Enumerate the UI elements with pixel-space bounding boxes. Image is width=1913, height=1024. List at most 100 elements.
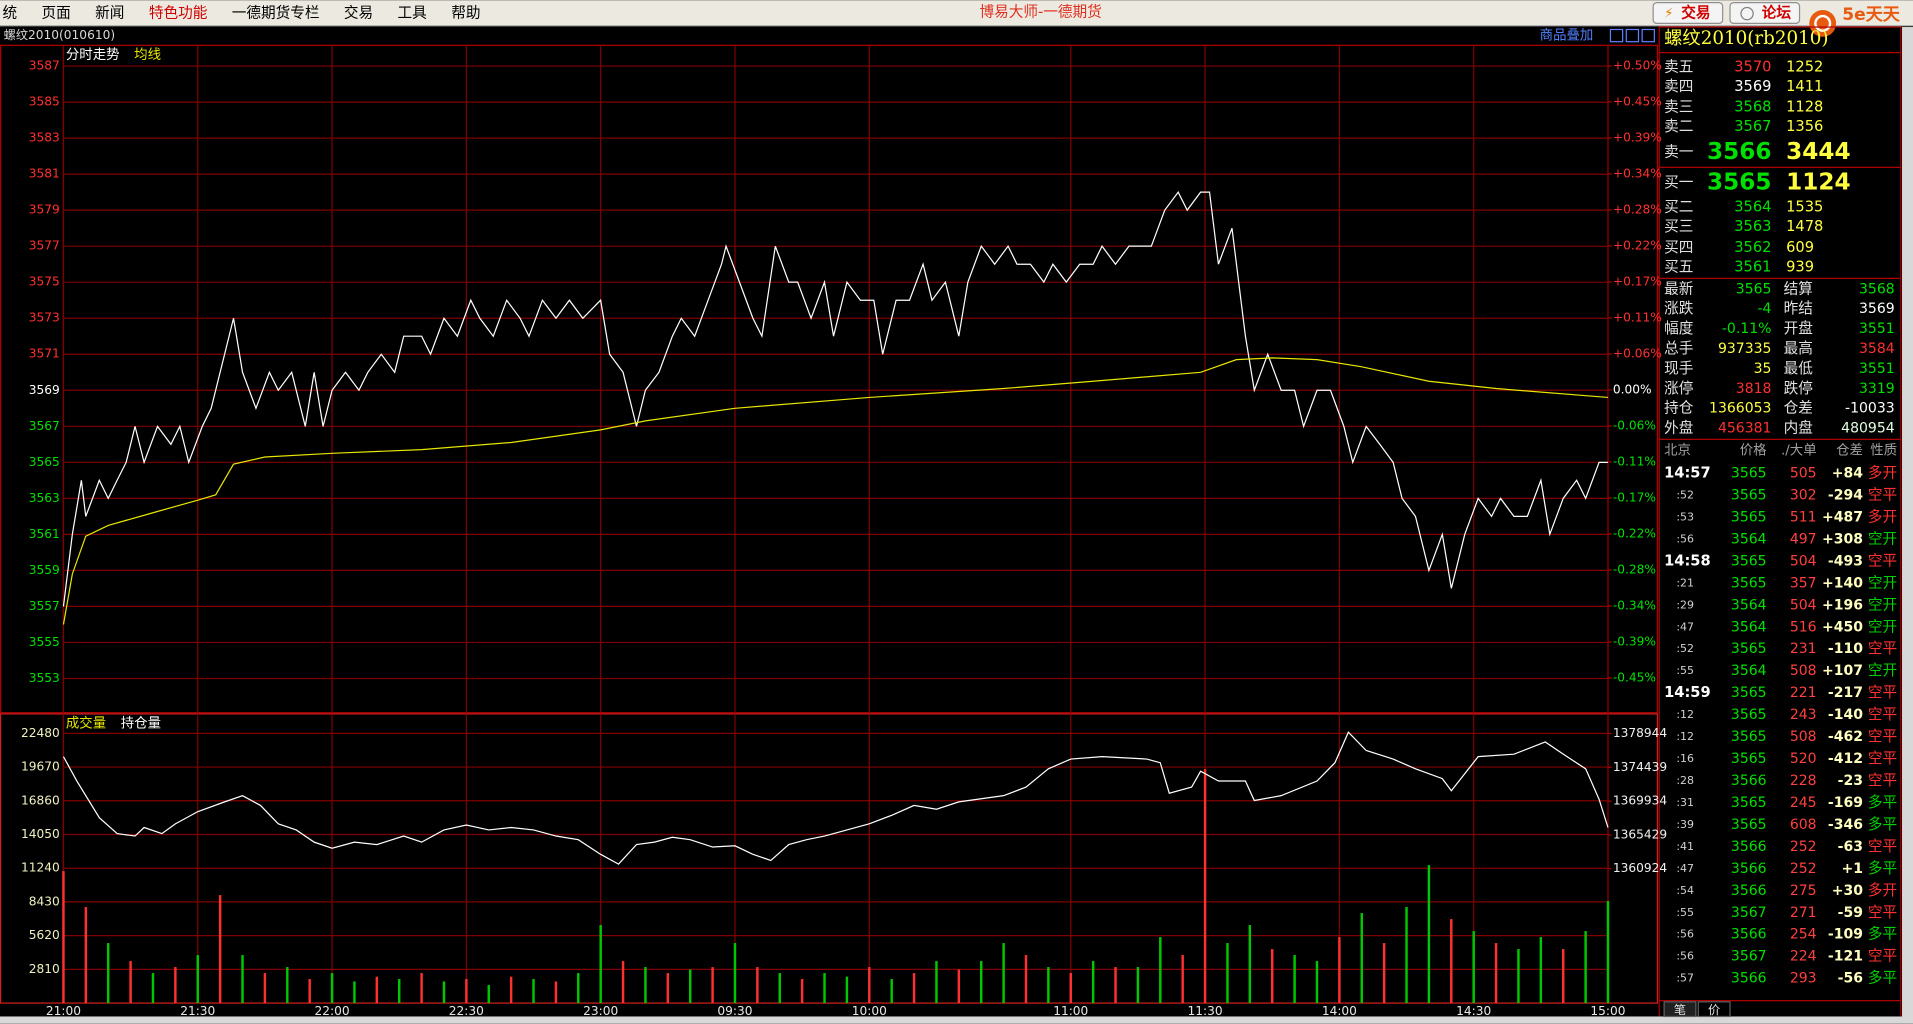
y2-tick-label: +0.17% [1613,274,1662,288]
y2-tick-label: -0.06% [1613,418,1656,432]
window-button[interactable] [1641,28,1655,43]
y-tick-label: 22480 [21,726,60,740]
menu-item[interactable]: 帮助 [451,5,480,22]
volume-bar [621,961,625,1004]
tick-oi-change: -169 [1828,795,1863,811]
stat-label: 幅度 [1664,320,1694,337]
tick-type: 空平 [1868,684,1897,701]
tick-volume: 254 [1790,927,1817,943]
volume-bar [263,973,267,1004]
volume-bar [1159,937,1162,1004]
stat-label: 结算 [1784,280,1813,297]
tick-oi-change: +84 [1832,466,1863,482]
window-button[interactable] [1609,28,1624,43]
order-book-price: 3565 [1707,169,1772,196]
menu-item[interactable]: 一德期货专栏 [232,4,320,22]
tick-volume: 271 [1790,905,1817,921]
tick-price: 3565 [1731,575,1767,591]
order-book-price: 3561 [1734,258,1771,275]
stat-value: 3818 [1736,381,1772,397]
tick-price: 3565 [1731,751,1767,767]
menu-item[interactable]: 工具 [398,5,428,22]
y2-tick-label: -0.17% [1613,490,1656,504]
trade-button[interactable] [1652,2,1724,24]
tick-price: 3565 [1731,817,1767,833]
tick-type: 空平 [1868,904,1897,921]
order-book-volume: 1411 [1786,78,1823,95]
y2-tick-label: +0.11% [1613,310,1662,324]
tick-time: :52 [1676,642,1694,655]
volume-bar [84,907,88,1004]
menu-item[interactable]: 新闻 [95,5,124,22]
tick-volume: 252 [1790,839,1817,855]
order-book-volume: 939 [1786,258,1814,275]
y-tick-label: 3557 [29,599,60,613]
volume-bar [1405,907,1408,1004]
overlay-button[interactable]: 商品叠加 [1540,28,1594,44]
tick-time: :47 [1676,620,1694,633]
volume-bar [1069,973,1072,1004]
volume-bar [532,979,535,1004]
volume-bar [666,973,670,1004]
tick-oi-change: +107 [1822,663,1863,679]
volume-bar [823,973,826,1004]
tick-type: 多平 [1868,860,1897,877]
tab[interactable] [1663,1001,1697,1018]
tick-volume: 224 [1790,949,1817,965]
trade-icon: ⚡ [1664,7,1673,22]
order-book-price: 3570 [1734,58,1771,75]
volume-bar [330,973,334,1004]
side-tabs[interactable] [1902,27,1913,1023]
y-tick-label: 3579 [29,203,60,217]
tick-oi-change: -493 [1828,553,1863,569]
volume-bar [711,967,714,1004]
volume-bar [487,985,490,1004]
forum-icon [1740,6,1754,21]
tick-time: :55 [1676,906,1694,919]
order-book-label: 买三 [1664,218,1693,235]
tick-time: :41 [1676,840,1694,853]
tick-price: 3565 [1731,509,1767,525]
tick-volume: 520 [1790,751,1817,767]
stat-label: 开盘 [1784,319,1813,337]
x-tick-label: 21:00 [46,1004,81,1018]
trade-button-label[interactable]: 交易 [1681,4,1710,22]
volume-bar [174,967,177,1004]
volume-bar [778,973,781,1004]
stat-value: 3584 [1859,341,1895,357]
volume-bar [890,979,893,1004]
tab[interactable] [1697,1001,1731,1018]
tick-volume: 231 [1790,641,1817,657]
tick-time: :16 [1676,752,1694,765]
window-button[interactable] [1625,28,1640,43]
stat-value: 3565 [1736,281,1772,297]
y-tick-label: 5620 [29,928,60,942]
y-tick-label: 3571 [29,347,60,361]
tick-time: :57 [1676,972,1694,985]
series-line [62,190,1608,607]
table-header: 价格 [1740,442,1767,458]
volume-bar [688,969,692,1004]
order-book-label: 卖二 [1664,118,1693,135]
stat-value: 3551 [1859,321,1895,337]
y2-tick-label: +0.06% [1613,346,1662,360]
order-book-volume: 1252 [1786,58,1823,75]
tab-label[interactable]: 笔 [1674,1002,1686,1017]
stat-value: 35 [1754,361,1772,377]
menu-item[interactable]: 统 [2,5,17,22]
tick-time: :55 [1676,664,1694,677]
menu-item[interactable]: 特色功能 [149,5,208,22]
menu-item[interactable]: 页面 [41,5,70,22]
volume-bar [1315,961,1319,1004]
tab-label[interactable]: 价 [1708,1003,1720,1017]
forum-button-label[interactable]: 论坛 [1762,4,1792,22]
stat-label: 涨跌 [1664,300,1694,317]
tick-volume: 504 [1790,597,1817,613]
tick-time: 14:57 [1664,465,1711,482]
table-header: 性质 [1870,442,1897,458]
volume-bar [599,925,602,1004]
order-book-label: 卖四 [1664,78,1693,95]
menu-item[interactable]: 交易 [344,4,373,22]
volume-bar [62,871,65,1004]
